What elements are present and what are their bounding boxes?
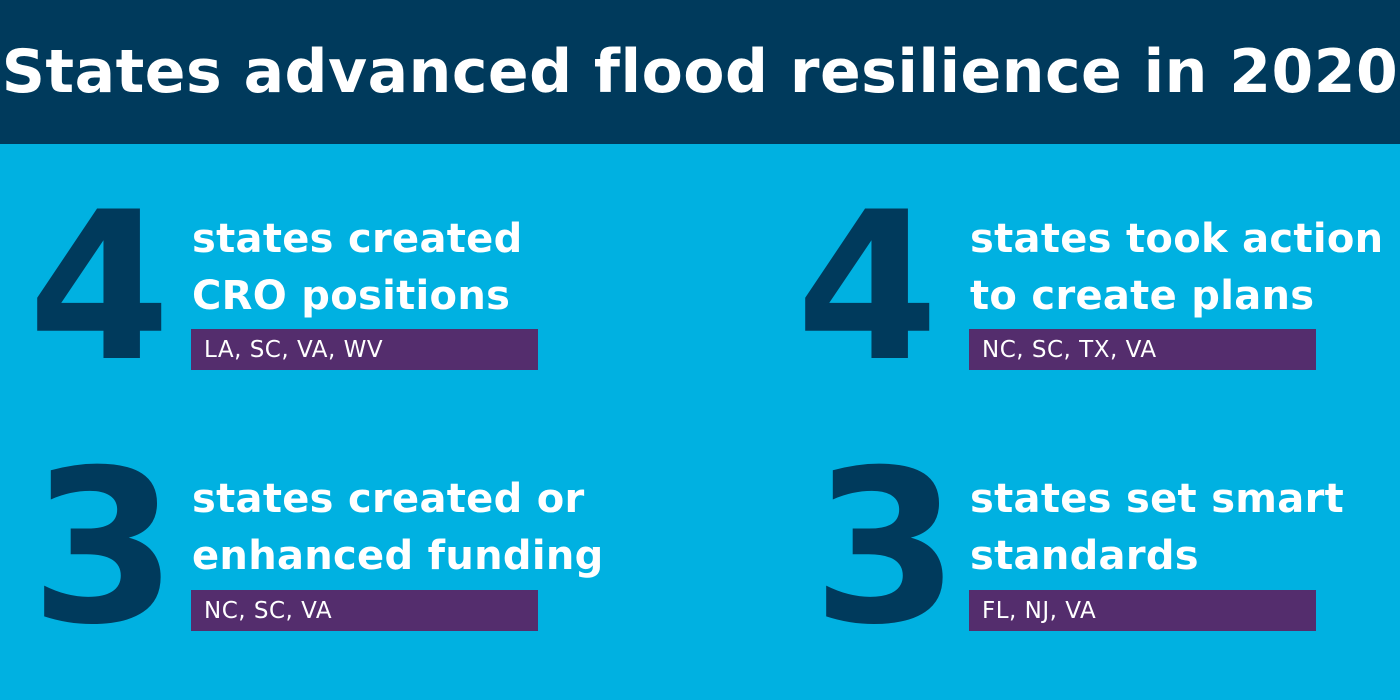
stat-description-line1: states took action xyxy=(970,216,1384,262)
stat-description: states took action to create plans xyxy=(970,211,1383,325)
states-list: LA, SC, VA, WV xyxy=(204,336,384,363)
stat-description-line1: states set smart xyxy=(970,476,1345,522)
states-list: NC, SC, VA xyxy=(204,597,333,624)
states-list: NC, SC, TX, VA xyxy=(982,336,1157,363)
stat-number: 4 xyxy=(796,169,939,407)
stat-description: states created CRO positions xyxy=(192,211,523,325)
header-banner: States advanced flood resilience in 2020 xyxy=(0,0,1400,144)
stat-description-line2: enhanced funding xyxy=(192,533,604,579)
stat-number: 3 xyxy=(30,424,178,671)
stat-description-line1: states created xyxy=(192,216,523,262)
stat-description-line2: to create plans xyxy=(970,273,1315,319)
stat-description-line1: states created or xyxy=(192,476,585,522)
stat-number: 4 xyxy=(28,169,171,407)
stat-description-line2: standards xyxy=(970,533,1199,579)
states-badge: NC, SC, TX, VA xyxy=(969,329,1316,370)
stat-description: states created or enhanced funding xyxy=(192,471,604,585)
stat-description: states set smart standards xyxy=(970,471,1344,585)
stat-description-line2: CRO positions xyxy=(192,273,511,319)
states-list: FL, NJ, VA xyxy=(982,597,1097,624)
states-badge: LA, SC, VA, WV xyxy=(191,329,538,370)
states-badge: NC, SC, VA xyxy=(191,590,538,631)
page-title: States advanced flood resilience in 2020 xyxy=(1,37,1399,107)
states-badge: FL, NJ, VA xyxy=(969,590,1316,631)
stat-number: 3 xyxy=(812,424,960,671)
